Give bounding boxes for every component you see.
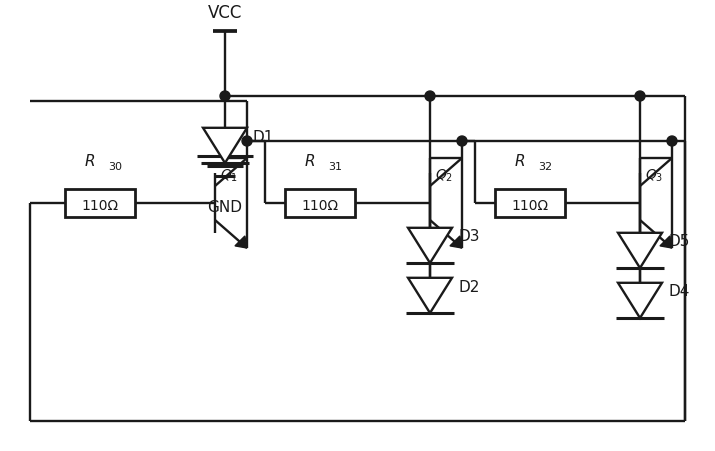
Text: D2: D2: [458, 279, 479, 294]
Circle shape: [220, 92, 230, 102]
Polygon shape: [660, 236, 672, 249]
Text: 110Ω: 110Ω: [302, 198, 339, 212]
Text: 110Ω: 110Ω: [82, 198, 119, 212]
Text: 32: 32: [538, 161, 552, 172]
Polygon shape: [618, 283, 662, 318]
Polygon shape: [408, 228, 452, 263]
Text: D4: D4: [668, 284, 689, 299]
Text: $Q_2$: $Q_2$: [435, 167, 453, 184]
Text: $R$: $R$: [305, 152, 315, 169]
Text: D1: D1: [253, 129, 275, 144]
FancyBboxPatch shape: [285, 189, 355, 217]
Text: GND: GND: [207, 199, 242, 215]
FancyBboxPatch shape: [65, 189, 135, 217]
Text: VCC: VCC: [208, 4, 242, 22]
Circle shape: [635, 92, 645, 102]
Text: 30: 30: [108, 161, 122, 172]
Circle shape: [457, 137, 467, 147]
Text: $Q_1$: $Q_1$: [220, 167, 238, 184]
Circle shape: [425, 92, 435, 102]
Text: 110Ω: 110Ω: [511, 198, 548, 212]
Circle shape: [242, 137, 252, 147]
Text: $Q_3$: $Q_3$: [645, 167, 664, 184]
FancyBboxPatch shape: [495, 189, 565, 217]
Polygon shape: [450, 236, 462, 249]
Text: D5: D5: [668, 234, 689, 249]
Text: $R$: $R$: [514, 152, 526, 169]
Circle shape: [667, 137, 677, 147]
Polygon shape: [618, 233, 662, 268]
Polygon shape: [203, 129, 247, 164]
Polygon shape: [235, 236, 247, 249]
Polygon shape: [408, 278, 452, 313]
Text: 31: 31: [328, 161, 342, 172]
Text: $R$: $R$: [84, 152, 96, 169]
Text: D3: D3: [458, 229, 480, 244]
